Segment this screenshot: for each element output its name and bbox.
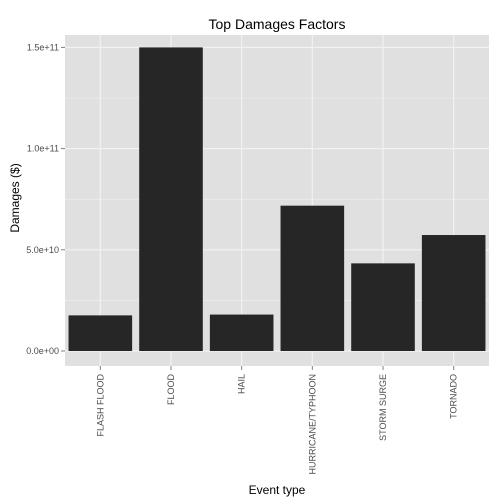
y-tick-label: 1.0e+11 [27, 144, 59, 154]
plot-panel [65, 35, 489, 366]
x-tick-label: TORNADO [449, 374, 459, 419]
y-tick-label: 1.5e+11 [27, 42, 59, 52]
x-tick-label: STORM SURGE [378, 374, 388, 441]
bars [68, 47, 486, 352]
x-axis-ticks: FLASH FLOOD FLOOD HAIL HURRICANE/TYPHOON STO… [95, 366, 459, 475]
y-tick-label: 5.0e+10 [26, 245, 59, 255]
y-axis-title: Damages ($) [8, 163, 22, 232]
x-tick-label: FLASH FLOOD [95, 374, 105, 437]
y-tick-label: 0.0e+00 [26, 346, 59, 356]
bar-hurricane-typhoon [280, 205, 345, 351]
bar-flood [139, 47, 203, 352]
y-axis-ticks: 0.0e+00 5.0e+10 1.0e+11 1.5e+11 [26, 42, 65, 356]
bar-flash-flood [68, 315, 133, 351]
x-tick-label: HURRICANE/TYPHOON [307, 374, 317, 475]
x-tick-label: FLOOD [166, 374, 176, 406]
bar-storm-surge [351, 263, 415, 351]
bar-tornado [421, 235, 486, 351]
x-axis-title: Event type [249, 483, 306, 497]
bar-hail [209, 314, 274, 351]
chart-title: Top Damages Factors [209, 16, 346, 32]
x-tick-label: HAIL [237, 374, 247, 394]
